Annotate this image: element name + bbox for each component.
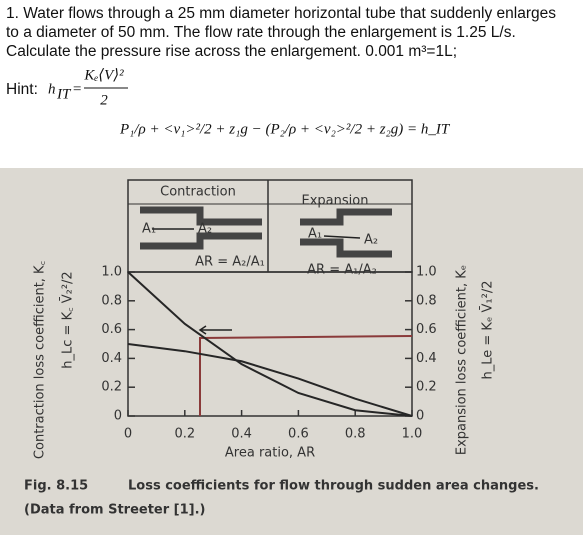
series-line <box>127 343 413 417</box>
series-line <box>127 271 413 417</box>
y-tick-label: 0.2 <box>101 380 122 395</box>
x-tick-label: 1.0 <box>402 427 423 442</box>
flow-arrow <box>323 235 361 239</box>
y2-tick-label: 1.0 <box>416 265 437 280</box>
expansion-a1: A₁ <box>308 227 322 242</box>
contraction-sketch <box>140 206 262 250</box>
caption-label: Fig. 8.15 <box>24 479 88 494</box>
x-tick-label: 0.8 <box>345 427 366 442</box>
contraction-a1: A₁ <box>142 222 156 237</box>
y-axis-formula: h_Lc = K꜀ V̄₂²/2 <box>60 271 75 368</box>
caption-source: (Data from Streeter [1].) <box>24 503 206 518</box>
problem-line: 1. Water flows through a 25 mm diameter … <box>6 5 556 22</box>
hint-denominator: 2 <box>100 92 108 108</box>
header-contraction: Contraction <box>160 185 236 200</box>
y-tick-label: 0.8 <box>101 293 122 308</box>
y2-tick-label: 0.8 <box>416 293 437 308</box>
y-tick-label: 0.6 <box>101 322 122 337</box>
expansion-sketch <box>300 208 392 258</box>
expansion-ratio: AR = A₁/A₂ <box>307 263 377 278</box>
x-tick-label: 0.2 <box>174 427 195 442</box>
x-tick-label: 0 <box>124 427 132 442</box>
problem-line: Calculate the pressure rise across the e… <box>6 43 457 60</box>
y-tick-label: 1.0 <box>101 265 122 280</box>
header-expansion: Expansion <box>302 194 369 209</box>
equation: P₁/ρ + <v₁>²/2 + z₁g − (P₂/ρ + <v₂>²/2 +… <box>119 121 451 137</box>
caption: Loss coefficients for flow through sudde… <box>128 479 539 494</box>
hint-equals: = <box>72 81 82 97</box>
x-tick-label: 0.6 <box>288 427 309 442</box>
hint-lhs-sub: IT <box>56 86 72 102</box>
x-tick-label: 0.4 <box>231 427 252 442</box>
x-axis-title: Area ratio, AR <box>225 446 315 461</box>
expansion-a2: A₂ <box>364 233 378 248</box>
hint-numerator: Kₑ⟨V⟩² <box>83 67 124 83</box>
y2-tick-label: 0.6 <box>416 322 437 337</box>
hint-label: Hint: <box>6 81 38 98</box>
annotation-arrow <box>198 325 232 335</box>
contraction-ratio: AR = A₂/A₁ <box>195 255 265 270</box>
hint-lhs: h <box>48 81 56 97</box>
y2-axis-formula: h_Le = Kₑ V̄₁²/2 <box>480 281 495 380</box>
y-tick-label: 0.4 <box>101 351 122 366</box>
figure-background <box>0 168 583 535</box>
y2-axis-title: Expansion loss coefficient, Kₑ <box>455 265 470 455</box>
contraction-a2: A₂ <box>198 222 212 237</box>
y2-tick-label: 0.4 <box>416 351 437 366</box>
y-axis-title: Contraction loss coefficient, K꜀ <box>33 261 48 459</box>
annotation <box>199 335 413 416</box>
y2-tick-label: 0 <box>416 409 424 424</box>
y2-tick-label: 0.2 <box>416 380 437 395</box>
problem-line: to a diameter of 50 mm. The flow rate th… <box>6 24 516 41</box>
y-tick-label: 0 <box>114 409 122 424</box>
